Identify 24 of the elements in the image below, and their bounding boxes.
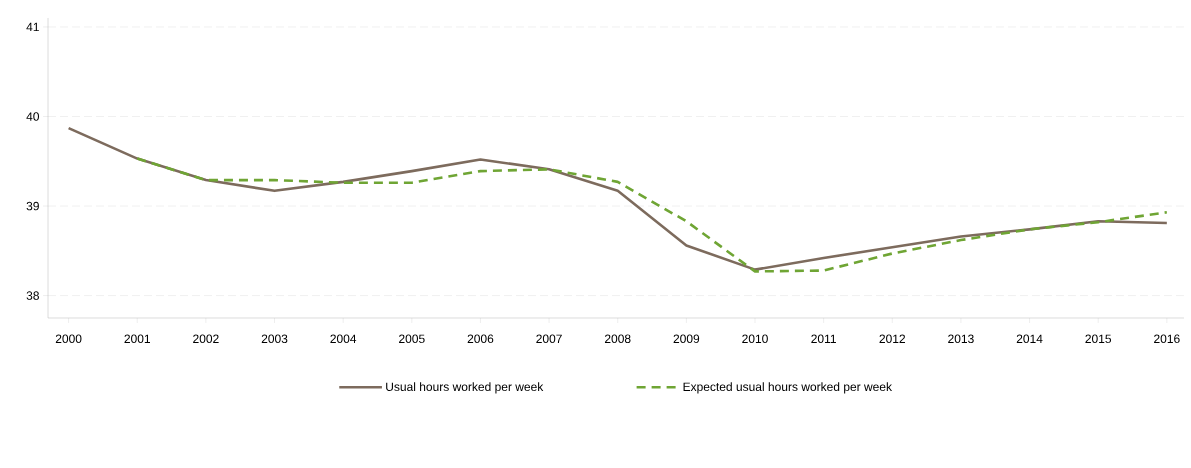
x-tick-label: 2002 bbox=[193, 334, 219, 344]
x-tick-label: 2016 bbox=[1154, 334, 1180, 344]
y-tick-label: 39 bbox=[26, 201, 39, 211]
x-tick-label: 2006 bbox=[467, 334, 494, 344]
x-tick-label: 2015 bbox=[1085, 334, 1112, 344]
legend-label: Usual hours worked per week bbox=[386, 382, 544, 394]
x-tick-label: 2005 bbox=[399, 334, 425, 344]
x-tick-label: 2003 bbox=[261, 334, 288, 344]
x-tick-label: 2000 bbox=[55, 334, 82, 344]
y-tick-label: 40 bbox=[26, 112, 40, 121]
x-tick-label: 2009 bbox=[673, 334, 700, 344]
line-series bbox=[135, 157, 1169, 273]
x-tick-label: 2004 bbox=[330, 334, 357, 344]
legend-label: Expected usual hours worked per week bbox=[683, 382, 893, 394]
y-tick-label: 41 bbox=[26, 22, 39, 32]
x-tick-label: 2011 bbox=[811, 334, 836, 344]
x-tick-label: 2007 bbox=[536, 334, 562, 344]
x-tick-label: 2010 bbox=[742, 334, 768, 344]
x-tick-label: 2001 bbox=[124, 334, 150, 344]
x-tick-label: 2013 bbox=[948, 334, 974, 344]
x-tick-label: 2014 bbox=[1016, 334, 1043, 344]
x-tick-label: 2008 bbox=[604, 334, 631, 344]
x-tick-label: 2012 bbox=[879, 334, 906, 344]
y-tick-label: 38 bbox=[26, 291, 39, 300]
